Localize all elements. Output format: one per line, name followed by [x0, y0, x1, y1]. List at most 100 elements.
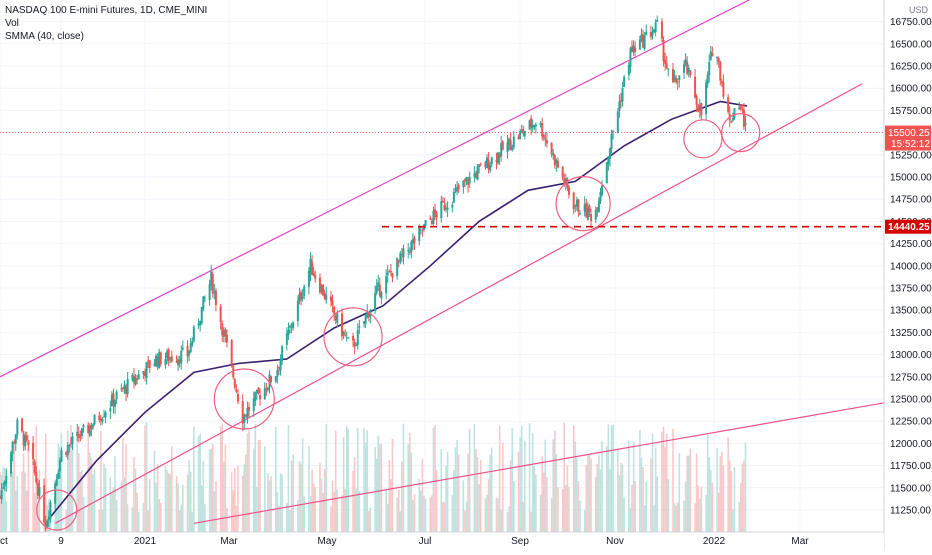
volume-bar [563, 422, 566, 532]
candle-body [159, 352, 162, 365]
candle-body [309, 258, 312, 274]
volume-bar [153, 450, 156, 532]
candle-body [214, 290, 217, 305]
volume-bar [721, 451, 723, 532]
candle-body [408, 251, 411, 253]
volume-bar [156, 464, 159, 532]
volume-bar [642, 467, 644, 532]
volume-bar [423, 495, 425, 532]
candle-body [601, 185, 604, 195]
volume-label[interactable]: Vol [5, 18, 19, 29]
symbol-title[interactable]: NASDAQ 100 E-mini Futures, 1D, CME_MINI [5, 5, 208, 16]
candle-body [115, 391, 118, 400]
candle-body [552, 153, 555, 156]
price-tick-label: 15750.00 [890, 106, 932, 117]
candle-body [103, 416, 106, 418]
candle-body [687, 67, 690, 73]
candle-body [101, 418, 104, 422]
candle-body [452, 191, 455, 203]
volume-bar [355, 488, 357, 532]
volume-bar [131, 507, 134, 532]
volume-bar [224, 444, 227, 532]
candle-body [126, 378, 129, 395]
volume-bar [440, 449, 443, 532]
volume-bar [55, 475, 58, 532]
volume-bar [57, 443, 60, 532]
candle-body [377, 282, 380, 287]
volume-bar [730, 471, 733, 532]
candle-body [342, 331, 345, 334]
volume-bar [297, 499, 299, 532]
volume-bar [308, 445, 310, 532]
candle-body [421, 229, 424, 231]
volume-bar [628, 440, 630, 532]
candle-body [586, 207, 589, 220]
volume-bar [215, 481, 217, 532]
volume-bar [148, 478, 151, 532]
volume-bar [256, 486, 258, 532]
volume-bar [369, 507, 372, 532]
volume-bar [334, 430, 337, 532]
highlight-circle [555, 176, 611, 232]
candle-body [733, 108, 736, 119]
volume-bar [388, 459, 391, 532]
candle-body [211, 273, 214, 294]
overlays [0, 113, 884, 531]
volume-bar [639, 429, 641, 532]
candle-body [553, 155, 556, 166]
candle-body [418, 227, 421, 242]
time-axis[interactable]: ct 9 2021 Mar May Jul Sep Nov 2022 Mar [0, 531, 884, 550]
price-tick-label: 15250.00 [890, 150, 932, 161]
volume-bar [467, 453, 469, 532]
candle-body [320, 285, 323, 293]
candle-body [671, 69, 674, 83]
volume-bar [519, 436, 521, 532]
candle-body [164, 359, 167, 366]
candle-body [344, 334, 347, 336]
candle-body [490, 157, 493, 165]
time-tick-label: 9 [58, 536, 64, 547]
volume-bar [155, 482, 157, 532]
volume-bar [182, 484, 184, 532]
candle-body [742, 109, 745, 127]
volume-bar [123, 477, 126, 532]
volume-bar [134, 468, 137, 532]
candle-body [673, 76, 676, 81]
volume-bar [78, 453, 80, 532]
volume-bar [292, 454, 294, 532]
candle-body [167, 349, 170, 362]
volume-bar [667, 478, 670, 532]
volume-bar [739, 483, 742, 532]
volume-bar [345, 426, 348, 532]
smma-label[interactable]: SMMA (40, close) [5, 31, 84, 42]
volume-bar [325, 423, 328, 532]
volume-bar [479, 460, 482, 532]
volume-bar [418, 479, 421, 532]
volume-bar [524, 440, 526, 532]
candle-body [662, 40, 665, 62]
candle-body [410, 241, 413, 253]
candle-body [307, 270, 310, 287]
volume-bar [617, 449, 619, 532]
candle-body [268, 374, 271, 388]
candle-body [705, 82, 708, 115]
price-tick-label: 13250.00 [890, 328, 932, 339]
price-tick-label: 14000.00 [890, 261, 932, 272]
candle-body [259, 395, 262, 400]
volume-bar [268, 480, 271, 532]
candle-body [610, 133, 613, 150]
candle-body [155, 355, 158, 367]
volume-bar [486, 494, 488, 532]
candle-body [399, 253, 402, 263]
price-tick-label: 13000.00 [890, 350, 932, 361]
volume-bar [219, 426, 222, 532]
candle-body [391, 272, 394, 278]
candle-body [722, 82, 725, 97]
volume-bar [320, 478, 323, 532]
candle-body [132, 375, 135, 383]
candle-body [683, 64, 686, 73]
candle-body [678, 75, 681, 81]
volume-bar [528, 423, 531, 532]
price-axis[interactable]: USD 16750.00 16500.00 16250.00 16000.00 15750… [883, 0, 932, 550]
